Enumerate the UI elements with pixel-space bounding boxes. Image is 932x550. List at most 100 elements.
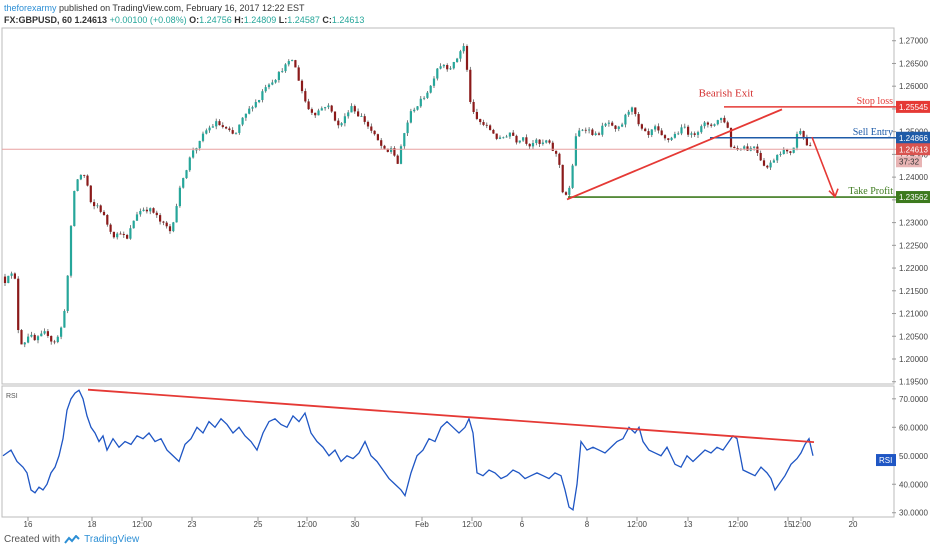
candle-up — [56, 336, 59, 342]
candle-up — [696, 132, 700, 135]
candle-down — [647, 131, 650, 135]
candle-down — [310, 109, 313, 113]
candle-down — [228, 128, 231, 131]
time-axis-label: 23 — [188, 520, 197, 529]
candle-down — [710, 124, 713, 126]
candle-up — [459, 51, 462, 59]
candle-up — [178, 187, 181, 207]
candle-down — [221, 125, 224, 128]
candle-up — [753, 146, 756, 148]
candle-up — [436, 68, 439, 79]
candle-up — [545, 140, 548, 143]
candle-up — [716, 120, 719, 125]
candle-up — [654, 126, 657, 130]
rsi-axis-label: 70.0000 — [899, 395, 928, 404]
close-value: 1.24613 — [331, 15, 365, 25]
candle-up — [234, 132, 238, 134]
candle-up — [713, 124, 716, 126]
candle-up — [799, 131, 802, 134]
price-axis-label: 1.23000 — [899, 219, 928, 228]
candle-up — [244, 113, 247, 118]
tradingview-logo-icon — [64, 534, 80, 544]
candle-down — [561, 164, 564, 193]
candle-down — [512, 132, 515, 136]
candle-up — [7, 275, 10, 284]
candle-up — [149, 208, 152, 212]
candle-up — [347, 112, 350, 117]
bearish-exit-label: Bearish Exit — [699, 88, 754, 100]
candle-down — [363, 116, 366, 122]
candle-down — [706, 122, 709, 125]
candle-down — [314, 112, 317, 116]
candle-down — [297, 67, 300, 81]
candle-up — [703, 122, 706, 127]
candle-up — [320, 108, 323, 111]
time-axis-label: 20 — [849, 520, 858, 529]
price-axis-label: 1.19500 — [899, 378, 928, 387]
candle-up — [617, 126, 620, 129]
candle-up — [317, 110, 320, 116]
published-text: published on TradingView.com, February 1… — [59, 3, 305, 13]
candle-up — [271, 82, 274, 85]
candle-down — [805, 136, 808, 146]
level-label: Take Profit — [848, 186, 893, 197]
time-axis-label: 6 — [520, 520, 525, 529]
candle-up — [413, 109, 416, 112]
candle-down — [152, 208, 155, 213]
candle-up — [423, 97, 426, 99]
candle-down — [396, 155, 399, 164]
candle-up — [772, 160, 775, 163]
candle-up — [172, 222, 175, 232]
candle-down — [307, 101, 310, 110]
countdown-tag — [896, 156, 922, 168]
candle-up — [211, 126, 214, 128]
candle-up — [782, 149, 785, 154]
candle-up — [76, 179, 79, 191]
price-axis-label: 1.26500 — [899, 59, 928, 68]
candle-down — [330, 105, 333, 112]
candle-up — [594, 133, 597, 136]
candle-down — [637, 114, 640, 125]
time-axis-label: Feb — [415, 520, 429, 529]
candle-up — [522, 137, 525, 141]
candle-up — [588, 129, 591, 131]
candle-up — [779, 153, 782, 155]
candle-up — [205, 130, 208, 134]
candle-down — [548, 140, 551, 143]
candle-up — [79, 174, 82, 180]
candle-up — [340, 123, 343, 126]
price-change: +0.00100 (+0.08%) — [109, 15, 187, 25]
candle-up — [456, 58, 459, 63]
price-tag — [896, 131, 930, 144]
candle-up — [673, 133, 676, 138]
candle-up — [135, 214, 139, 221]
candle-down — [584, 129, 587, 131]
candle-up — [360, 116, 363, 117]
candle-down — [762, 160, 766, 166]
candle-up — [670, 137, 673, 140]
price-axis-label: 1.22000 — [899, 264, 928, 273]
candle-up — [248, 108, 251, 114]
candle-down — [446, 65, 449, 70]
author-link[interactable]: theforexarmy — [4, 3, 57, 13]
tradingview-brand-link[interactable]: TradingView — [84, 534, 140, 545]
high-value: 1.24809 — [243, 15, 277, 25]
rsi-axis-label: 50.0000 — [899, 452, 928, 461]
candle-up — [535, 139, 538, 144]
candle-up — [776, 154, 779, 161]
time-axis-label: 12:00 — [297, 520, 318, 529]
candle-down — [333, 111, 337, 121]
candle-up — [650, 129, 653, 135]
candle-down — [693, 133, 696, 135]
candle-down — [485, 124, 488, 126]
candle-up — [36, 336, 40, 341]
candle-up — [581, 129, 584, 131]
candle-up — [677, 133, 680, 135]
candle-down — [353, 106, 356, 112]
candle-down — [479, 118, 482, 123]
candle-up — [743, 146, 746, 149]
candle-down — [393, 148, 396, 156]
price-tag-text: 1.24866 — [899, 134, 928, 143]
level-label: Sell Entry — [853, 127, 893, 138]
